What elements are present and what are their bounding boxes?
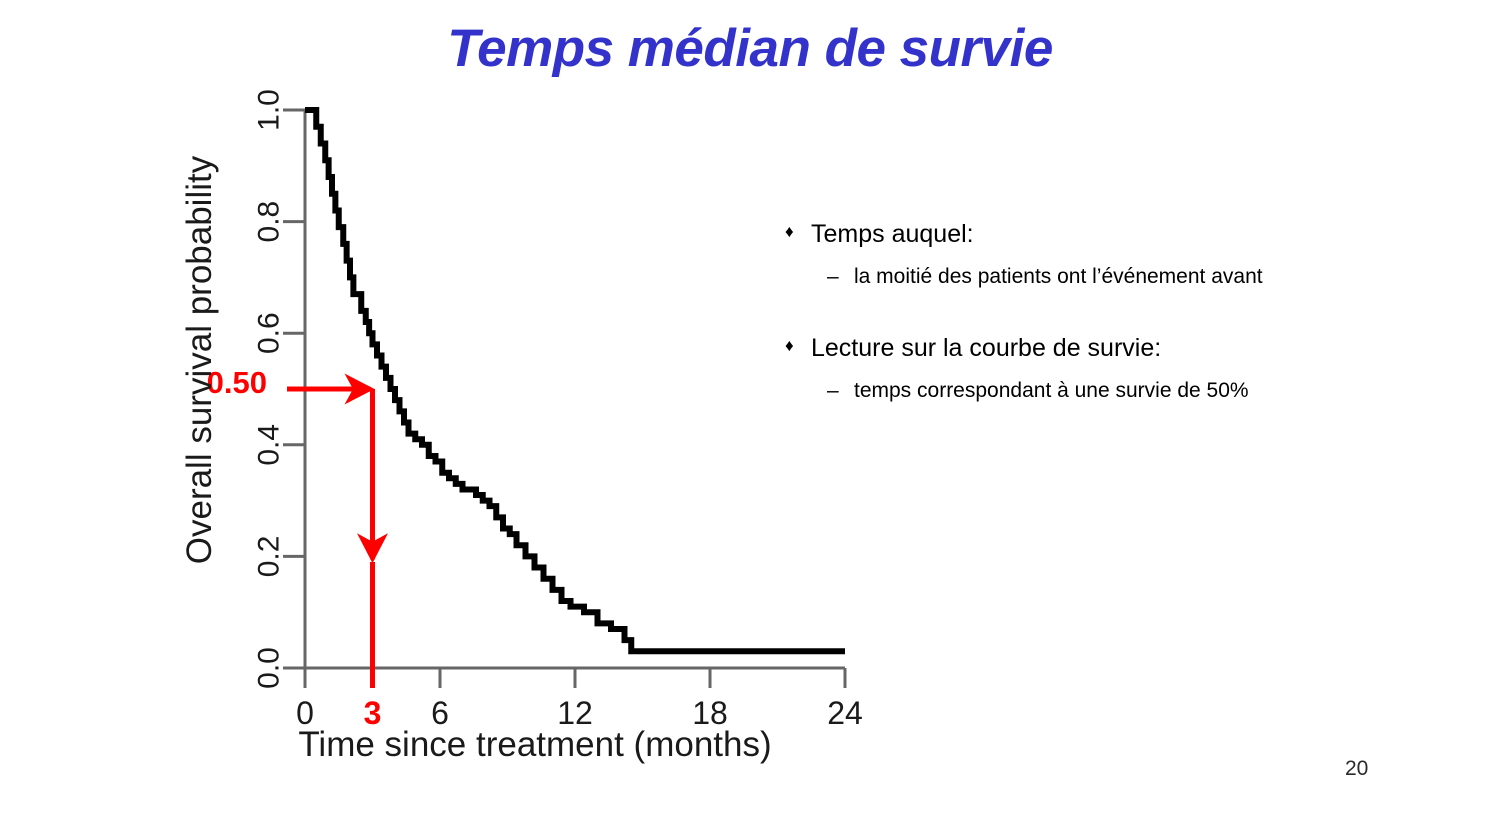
x-axis-tick-label: 6 bbox=[431, 695, 449, 725]
x-axis-tick-label: 24 bbox=[827, 695, 863, 725]
y-axis-tick-label: 0.2 bbox=[253, 536, 286, 578]
bullet-group-1: ♦ Temps auquel: – la moitié des patients… bbox=[785, 218, 1475, 290]
dash-bullet-icon: – bbox=[827, 379, 839, 403]
y-axis-tick-label: 1.0 bbox=[253, 89, 286, 131]
x-axis-tick-label: 12 bbox=[557, 695, 593, 725]
median-probability-label: 0.50 bbox=[207, 365, 267, 400]
survival-chart: Overall survival probability Time since … bbox=[120, 85, 910, 785]
x-axis-tick-label: 0 bbox=[296, 695, 314, 725]
survival-curve bbox=[305, 107, 845, 655]
x-axis-title: Time since treatment (months) bbox=[298, 725, 772, 764]
y-axis-tick-label: 0.8 bbox=[253, 201, 286, 243]
bullet-item-primary: ♦ Temps auquel: bbox=[785, 218, 1475, 251]
y-axis-tick-label: 0.4 bbox=[253, 424, 286, 466]
x-axis-tick-label: 18 bbox=[692, 695, 728, 725]
bullet-text: Temps auquel: bbox=[811, 220, 974, 248]
y-axis-tick-label: 0.0 bbox=[253, 647, 286, 689]
bullet-item-primary: ♦ Lecture sur la courbe de survie: bbox=[785, 332, 1475, 365]
bullet-subtext: temps correspondant à une survie de 50% bbox=[854, 379, 1249, 403]
page-number: 20 bbox=[1345, 757, 1369, 780]
kaplan-meier-plot: 0.0 0.2 0.4 0.6 0.8 1.0 0 6 12 18 24 0.50 3 bbox=[207, 89, 863, 725]
bullet-item-sub: – temps correspondant à une survie de 50… bbox=[827, 377, 1475, 404]
median-time-label: 3 bbox=[364, 695, 382, 725]
page-title: Temps médian de survie bbox=[447, 19, 1053, 78]
y-axis-tick-label: 0.6 bbox=[253, 312, 286, 354]
bullet-group-2: ♦ Lecture sur la courbe de survie: – tem… bbox=[785, 332, 1475, 404]
bullet-text: Lecture sur la courbe de survie: bbox=[811, 334, 1162, 363]
diamond-bullet-icon: ♦ bbox=[785, 336, 794, 356]
bullet-item-sub: – la moitié des patients ont l’événement… bbox=[827, 263, 1475, 290]
dash-bullet-icon: – bbox=[827, 265, 839, 288]
diamond-bullet-icon: ♦ bbox=[785, 222, 794, 241]
y-axis-title: Overall survival probability bbox=[180, 155, 219, 565]
bullet-list: ♦ Temps auquel: – la moitié des patients… bbox=[785, 218, 1475, 447]
bullet-subtext: la moitié des patients ont l’événement a… bbox=[854, 265, 1263, 288]
